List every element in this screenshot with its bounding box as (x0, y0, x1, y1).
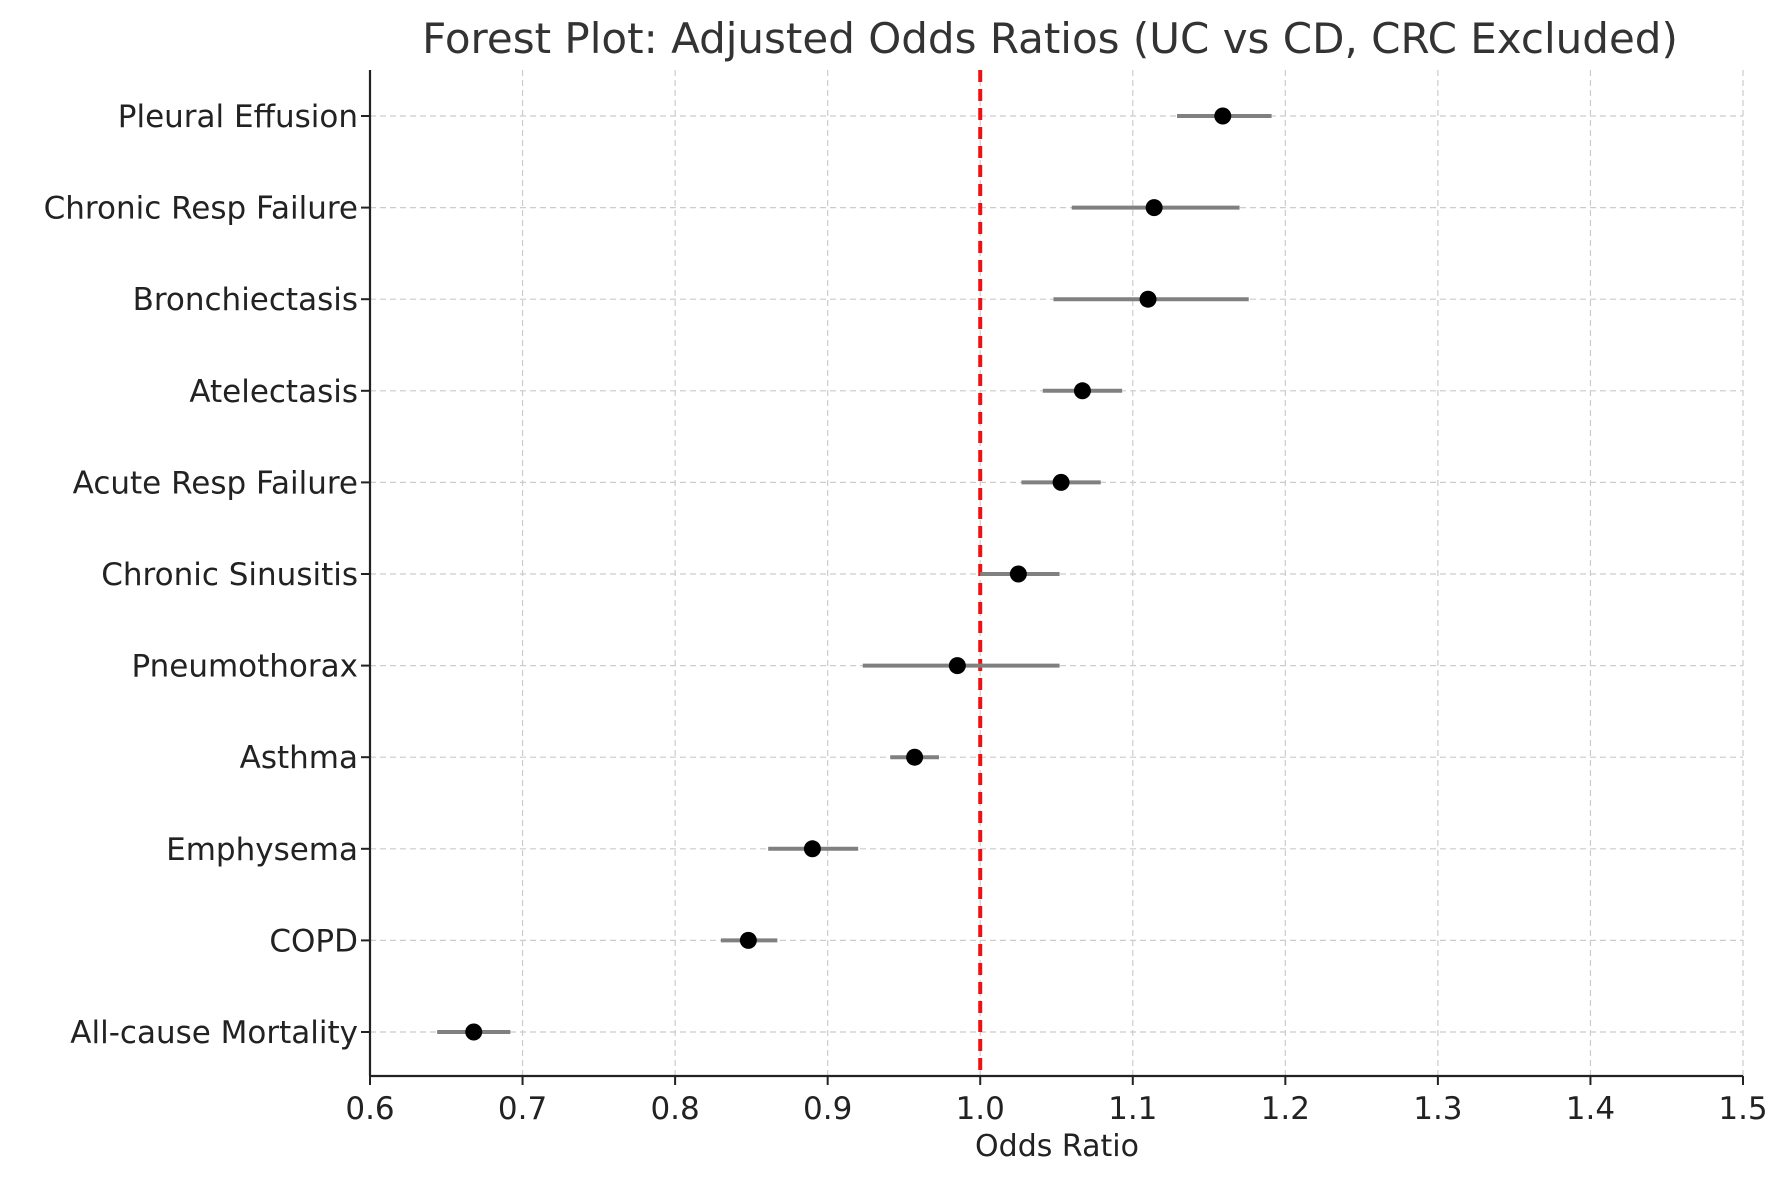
odds-ratio-point (948, 657, 966, 675)
y-tick-label: Asthma (240, 740, 358, 776)
y-tick-label: Pneumothorax (131, 649, 358, 685)
odds-ratio-point (465, 1023, 483, 1041)
y-tick-label: COPD (269, 923, 358, 959)
odds-ratio-point (1139, 290, 1157, 308)
y-tick-label: Acute Resp Failure (73, 465, 358, 501)
x-tick-label: 1.1 (1108, 1091, 1157, 1127)
odds-ratio-point (1214, 107, 1232, 125)
y-tick-label: Atelectasis (189, 374, 358, 410)
odds-ratio-point (1073, 382, 1091, 400)
axes-layer (361, 70, 1744, 1085)
odds-ratio-point (1145, 199, 1163, 217)
label-layer: 0.6 0.7 0.8 0.9 1.0 1.1 1.2 1.3 1.4 1.5 Pleural Ef… (44, 99, 1768, 1127)
x-tick-label: 1.4 (1566, 1091, 1615, 1127)
x-tick-label: 0.8 (650, 1091, 699, 1127)
x-tick-label: 1.2 (1261, 1091, 1310, 1127)
x-tick-label: 0.7 (498, 1091, 547, 1127)
y-tick-label: Pleural Effusion (118, 99, 358, 135)
y-tick-label: Chronic Sinusitis (101, 557, 358, 593)
odds-ratio-point (739, 931, 757, 949)
x-tick-label: 1.3 (1413, 1091, 1462, 1127)
x-tick-label: 0.9 (803, 1091, 852, 1127)
odds-ratio-point (906, 748, 924, 766)
odds-ratio-point (1009, 565, 1027, 583)
x-tick-label: 1.5 (1718, 1091, 1767, 1127)
x-axis-label: Odds Ratio (975, 1129, 1139, 1164)
y-tick-label: Chronic Resp Failure (44, 191, 358, 227)
odds-ratio-point (1052, 473, 1070, 491)
odds-ratio-point (803, 840, 821, 858)
y-tick-label: All-cause Mortality (70, 1015, 358, 1051)
x-tick-label: 1.0 (956, 1091, 1005, 1127)
grid-layer (369, 70, 1744, 1076)
chart-title: Forest Plot: Adjusted Odds Ratios (UC vs… (422, 14, 1678, 63)
y-tick-label: Emphysema (166, 832, 358, 868)
data-layer (437, 107, 1272, 1041)
x-tick-label: 0.6 (345, 1091, 394, 1127)
y-tick-label: Bronchiectasis (133, 282, 358, 318)
